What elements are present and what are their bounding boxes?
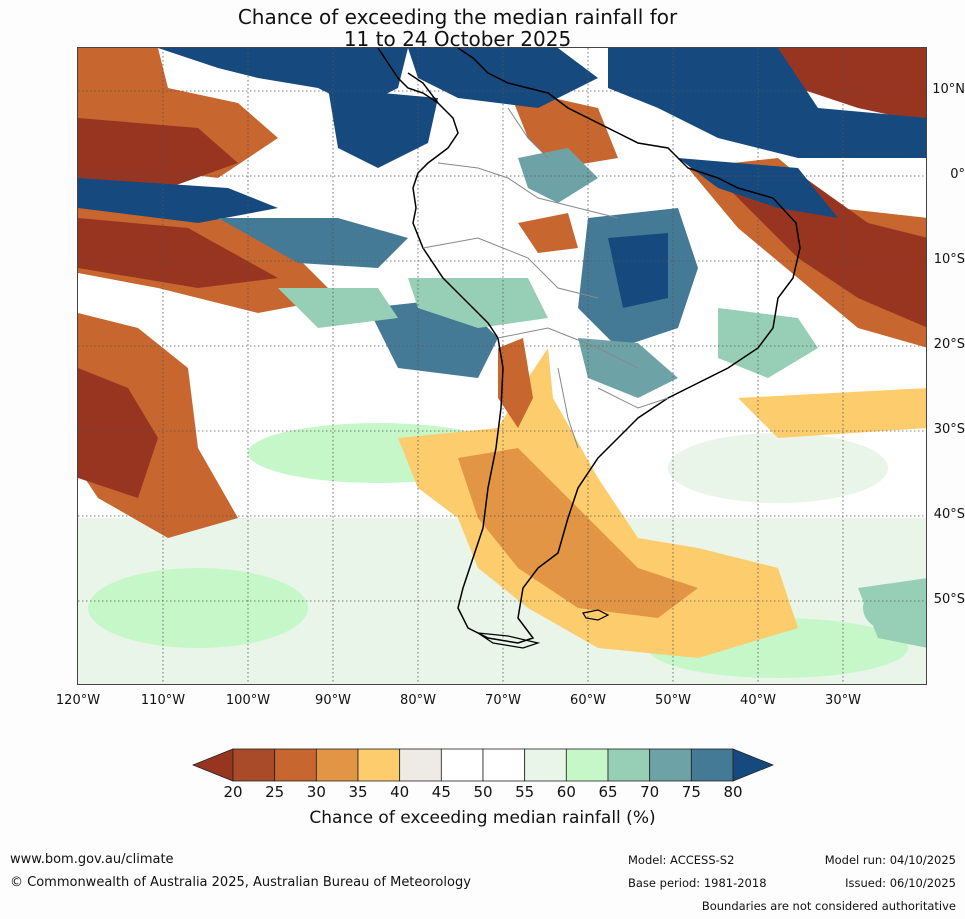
tierra-del-fuego — [477, 632, 541, 649]
footer-disclaimer: Boundaries are not considered authoritat… — [701, 899, 956, 913]
colorbar-tick-label: 35 — [348, 783, 368, 801]
graticule — [78, 48, 926, 684]
colorbar — [192, 748, 774, 782]
dry-region-patagonia — [458, 448, 698, 618]
colorbar-extend-low — [192, 748, 234, 782]
colorbar-tick-label: 80 — [723, 783, 743, 801]
map-canvas — [78, 48, 926, 684]
colorbar-tick-label: 75 — [681, 783, 701, 801]
country-borders — [422, 107, 669, 449]
colorbar-tick-label: 65 — [598, 783, 618, 801]
wet-region-panama — [328, 88, 438, 168]
lon-label-50W: 50°W — [655, 693, 691, 708]
lat-label-10N: 10°N — [932, 82, 965, 97]
wet-region-pacific-mid — [278, 288, 398, 328]
wet-region-caribbean — [408, 48, 598, 108]
lon-label-110W: 110°W — [140, 693, 186, 708]
colorbar-bin — [232, 748, 276, 782]
lon-label-40W: 40°W — [740, 693, 776, 708]
wet-region-peru-coast — [408, 278, 548, 328]
lon-label-100W: 100°W — [225, 693, 271, 708]
chart-title-line2: 11 to 24 October 2025 — [343, 27, 572, 51]
colorbar-tick-label: 60 — [556, 783, 576, 801]
footer-copyright: © Commonwealth of Australia 2025, Austra… — [10, 875, 471, 890]
colorbar-bin — [274, 748, 317, 782]
colorbar-bin — [399, 748, 442, 782]
colorbar-tick-label: 45 — [431, 783, 451, 801]
footer-model: Model: ACCESS-S2 — [628, 853, 735, 867]
lat-label-40S: 40°S — [933, 507, 965, 522]
dry-region-n-coast — [508, 88, 618, 168]
lat-label-50S: 50°S — [933, 592, 965, 607]
colorbar-bin — [524, 748, 567, 782]
dry-region-patagonia-outer — [398, 348, 798, 658]
wet-region-atlantic-n — [608, 48, 926, 158]
colorbar-extend-high — [732, 748, 774, 782]
lon-label-120W: 120°W — [55, 693, 101, 708]
lon-label-30W: 30°W — [825, 693, 861, 708]
lon-label-90W: 90°W — [315, 693, 351, 708]
dry-patch-atlantic — [738, 388, 926, 438]
dry-patch-amazon — [518, 213, 578, 253]
colorbar-bin — [607, 748, 651, 782]
colorbar-tick-label: 30 — [306, 783, 326, 801]
colorbar-tick-label: 25 — [265, 783, 285, 801]
colorbar-bin — [482, 748, 526, 782]
wet-region-se-brazil — [718, 308, 818, 378]
dry-region-w-core — [78, 218, 278, 288]
lon-label-80W: 80°W — [400, 693, 436, 708]
lat-label-10S: 10°S — [933, 252, 965, 267]
dry-region-nw-core — [78, 118, 238, 188]
colorbar-bin — [440, 748, 484, 782]
lon-label-70W: 70°W — [485, 693, 521, 708]
footer-issued: Issued: 06/10/2025 — [845, 876, 956, 890]
wet-region-amazon-w — [518, 148, 598, 203]
rainfall-map — [77, 47, 927, 685]
colorbar-title: Chance of exceeding median rainfall (%) — [309, 808, 656, 828]
colorbar-bin — [649, 748, 692, 782]
colorbar-tick-label: 55 — [515, 783, 535, 801]
wet-region-paraguay — [578, 338, 678, 398]
lat-label-0: 0° — [950, 167, 965, 182]
colorbar-tick-label: 50 — [473, 783, 493, 801]
central-america-coastline — [377, 48, 439, 104]
wet-patch-sw — [88, 568, 308, 648]
lat-label-20S: 20°S — [933, 337, 965, 352]
falkland-islands — [582, 609, 610, 621]
wet-region-pacific-band — [218, 218, 408, 268]
colorbar-tick-label: 40 — [390, 783, 410, 801]
footer-url: www.bom.gov.au/climate — [10, 852, 174, 867]
colorbar-bin — [315, 748, 359, 782]
wet-region-far-se — [858, 578, 926, 648]
colorbar-bin — [357, 748, 401, 782]
lat-label-30S: 30°S — [933, 422, 965, 437]
wet-region-brazil-core — [608, 233, 668, 308]
colorbar-bin — [690, 748, 734, 782]
south-america-coastline — [407, 48, 801, 644]
dry-region-ne — [768, 48, 926, 123]
wet-region-eq-pacific — [78, 178, 278, 223]
chart-title-line1: Chance of exceeding the median rainfall … — [237, 5, 678, 29]
footer-base-period: Base period: 1981-2018 — [628, 876, 767, 890]
wet-patch-east — [668, 433, 888, 503]
colorbar-tick-label: 70 — [640, 783, 660, 801]
dry-region-atacama — [498, 338, 533, 428]
lon-label-60W: 60°W — [570, 693, 606, 708]
colorbar-bin — [565, 748, 609, 782]
dry-region-sw-core — [78, 368, 158, 498]
colorbar-tick-label: 20 — [223, 783, 243, 801]
dry-region-e-core — [718, 173, 926, 328]
footer-model-run: Model run: 04/10/2025 — [824, 853, 956, 867]
